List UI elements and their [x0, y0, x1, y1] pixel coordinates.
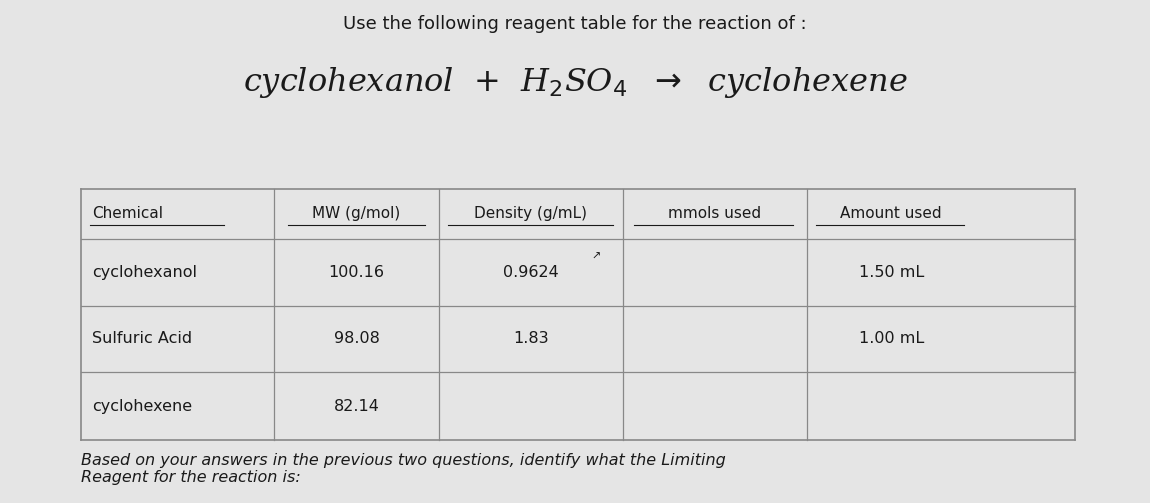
Text: MW (g/mol): MW (g/mol) [313, 206, 400, 221]
Text: cyclohexene: cyclohexene [92, 399, 192, 413]
Text: 1.83: 1.83 [513, 331, 549, 347]
Text: cyclohexanol: cyclohexanol [92, 265, 197, 280]
Text: Sulfuric Acid: Sulfuric Acid [92, 331, 192, 347]
Text: mmols used: mmols used [668, 206, 761, 221]
Text: cyclohexanol  $+$  H$_2$SO$_4$  $\rightarrow$  cyclohexene: cyclohexanol $+$ H$_2$SO$_4$ $\rightarro… [243, 65, 907, 101]
Text: ↗: ↗ [591, 252, 600, 262]
Text: Amount used: Amount used [841, 206, 942, 221]
Text: 98.08: 98.08 [334, 331, 380, 347]
Text: 0.9624: 0.9624 [503, 265, 559, 280]
Text: Density (g/mL): Density (g/mL) [474, 206, 588, 221]
Text: Use the following reagent table for the reaction of :: Use the following reagent table for the … [343, 15, 807, 33]
Text: Based on your answers in the previous two questions, identify what the Limiting
: Based on your answers in the previous tw… [81, 453, 726, 485]
Text: Chemical: Chemical [92, 206, 163, 221]
Text: 100.16: 100.16 [329, 265, 384, 280]
Text: 1.00 mL: 1.00 mL [859, 331, 923, 347]
Text: 1.50 mL: 1.50 mL [859, 265, 923, 280]
Text: 82.14: 82.14 [334, 399, 380, 413]
